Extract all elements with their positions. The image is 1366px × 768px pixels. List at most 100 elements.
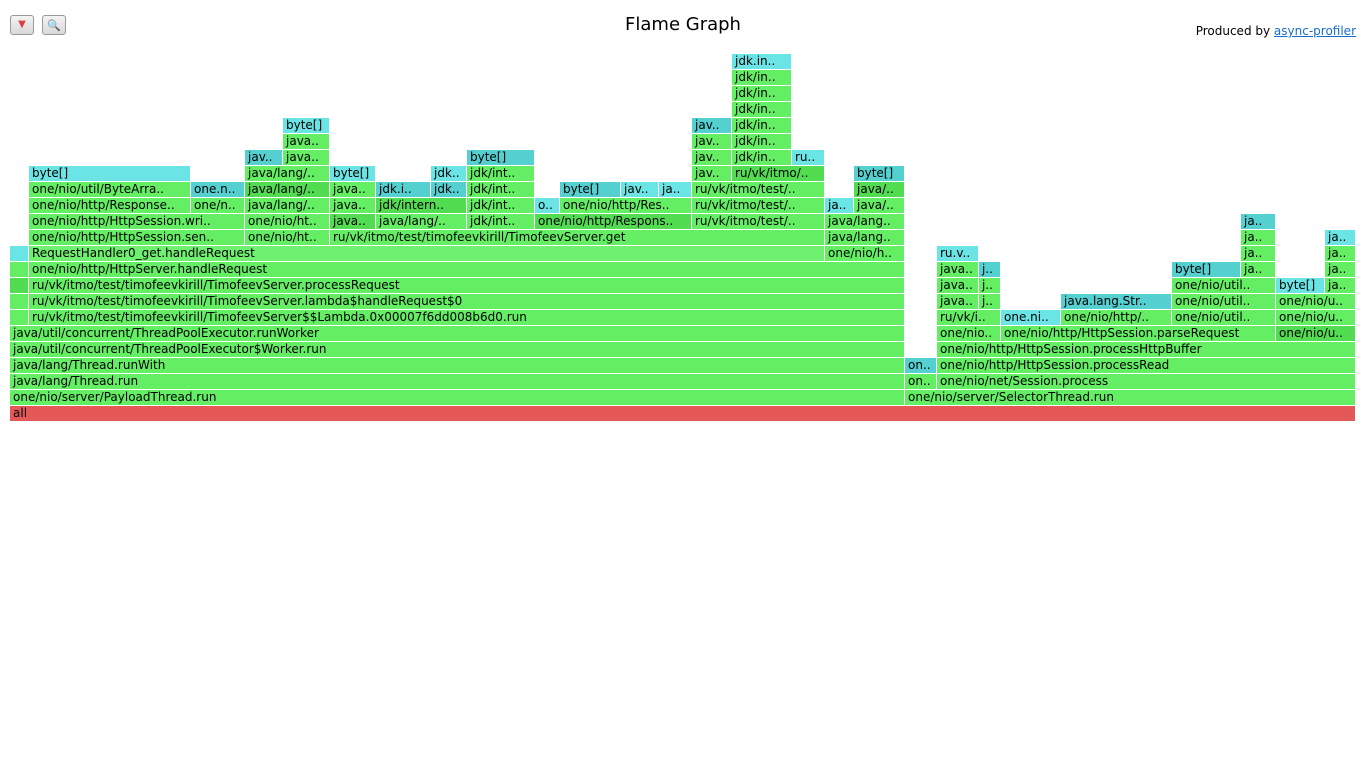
flame-frame[interactable]: on..: [905, 358, 937, 373]
flame-frame[interactable]: java/lang/..: [245, 166, 330, 181]
flame-frame[interactable]: jdk/int..: [467, 166, 535, 181]
flame-frame[interactable]: byte[]: [29, 166, 191, 181]
flame-frame[interactable]: [10, 278, 29, 293]
flame-frame[interactable]: java..: [937, 294, 979, 309]
flame-frame[interactable]: jdk/in..: [732, 102, 792, 117]
flame-frame[interactable]: one/nio/h..: [825, 246, 905, 261]
flame-frame[interactable]: java/lang/Thread.runWith: [10, 358, 905, 373]
flame-frame[interactable]: java/lang..: [825, 214, 905, 229]
flame-frame[interactable]: java..: [330, 198, 376, 213]
flame-frame[interactable]: ru/vk/itmo/test/timofeevkirill/TimofeevS…: [29, 278, 905, 293]
flame-frame[interactable]: ja..: [1325, 246, 1356, 261]
flame-frame[interactable]: [10, 294, 29, 309]
flame-frame[interactable]: ja..: [1325, 278, 1356, 293]
flame-frame[interactable]: java/lang/..: [376, 214, 467, 229]
flame-frame[interactable]: o..: [535, 198, 560, 213]
flame-frame[interactable]: java..: [330, 182, 376, 197]
flame-frame[interactable]: all: [10, 406, 1356, 421]
flame-frame[interactable]: ja..: [1325, 230, 1356, 245]
flame-frame[interactable]: one/nio/http/Res..: [560, 198, 692, 213]
flame-frame[interactable]: jdk/in..: [732, 86, 792, 101]
flame-frame[interactable]: java..: [283, 134, 330, 149]
flame-frame[interactable]: one/nio/util/ByteArra..: [29, 182, 191, 197]
flame-frame[interactable]: jav..: [692, 150, 732, 165]
flame-frame[interactable]: java..: [283, 150, 330, 165]
flame-frame[interactable]: [10, 246, 29, 261]
flame-frame[interactable]: ja..: [1241, 214, 1276, 229]
flame-frame[interactable]: one.ni..: [1001, 310, 1061, 325]
flame-frame[interactable]: jdk/in..: [732, 134, 792, 149]
flame-frame[interactable]: java/lang..: [825, 230, 905, 245]
flame-frame[interactable]: jav..: [692, 118, 732, 133]
flame-frame[interactable]: one/nio/util..: [1172, 294, 1276, 309]
flame-frame[interactable]: on..: [905, 374, 937, 389]
flame-frame[interactable]: jdk.i..: [376, 182, 431, 197]
flame-frame[interactable]: jdk/in..: [732, 70, 792, 85]
flame-frame[interactable]: byte[]: [1172, 262, 1241, 277]
flame-frame[interactable]: one/nio/http/Respons..: [535, 214, 692, 229]
flame-frame[interactable]: ja..: [1241, 246, 1276, 261]
flame-frame[interactable]: [10, 310, 29, 325]
flame-frame[interactable]: one/nio/util..: [1172, 278, 1276, 293]
flame-frame[interactable]: jav..: [692, 134, 732, 149]
flame-frame[interactable]: ru/vk/itmo/test/..: [692, 182, 825, 197]
flame-frame[interactable]: byte[]: [467, 150, 535, 165]
flame-frame[interactable]: one/nio/http/HttpSession.sen..: [29, 230, 245, 245]
flame-frame[interactable]: one/nio/http/HttpSession.wri..: [29, 214, 245, 229]
flame-frame[interactable]: jav..: [621, 182, 659, 197]
flame-frame[interactable]: java..: [330, 214, 376, 229]
flame-frame[interactable]: jav..: [245, 150, 283, 165]
flame-frame[interactable]: java/util/concurrent/ThreadPoolExecutor$…: [10, 342, 905, 357]
flame-frame[interactable]: one/nio/server/PayloadThread.run: [10, 390, 905, 405]
flame-frame[interactable]: ja..: [659, 182, 692, 197]
flame-frame[interactable]: one/nio/util..: [1172, 310, 1276, 325]
flame-frame[interactable]: ja..: [1241, 262, 1276, 277]
flame-frame[interactable]: one.n..: [191, 182, 245, 197]
flame-frame[interactable]: one/nio/http/HttpSession.processRead: [937, 358, 1356, 373]
flame-frame[interactable]: ru..: [792, 150, 825, 165]
flame-frame[interactable]: jdk..: [431, 182, 467, 197]
flame-frame[interactable]: one/nio/http/..: [1061, 310, 1172, 325]
flame-frame[interactable]: ru/vk/itmo/test/timofeevkirill/TimofeevS…: [330, 230, 825, 245]
flame-frame[interactable]: jdk/in..: [732, 118, 792, 133]
flame-frame[interactable]: one/nio/net/Session.process: [937, 374, 1356, 389]
flame-frame[interactable]: java/lang/..: [245, 182, 330, 197]
flame-frame[interactable]: jdk/int..: [467, 198, 535, 213]
flame-frame[interactable]: jdk.in..: [732, 54, 792, 69]
flame-frame[interactable]: one/nio/server/SelectorThread.run: [905, 390, 1356, 405]
flame-frame[interactable]: one/n..: [191, 198, 245, 213]
flame-frame[interactable]: j..: [979, 294, 1001, 309]
flame-frame[interactable]: one/nio/http/HttpServer.handleRequest: [29, 262, 905, 277]
reverse-button[interactable]: ▼: [10, 15, 34, 35]
flame-frame[interactable]: jdk/intern..: [376, 198, 467, 213]
flame-frame[interactable]: java/util/concurrent/ThreadPoolExecutor.…: [10, 326, 905, 341]
flame-frame[interactable]: java/lang/Thread.run: [10, 374, 905, 389]
flame-frame[interactable]: one/nio/u..: [1276, 294, 1356, 309]
flame-frame[interactable]: byte[]: [283, 118, 330, 133]
flame-frame[interactable]: jdk..: [431, 166, 467, 181]
flame-frame[interactable]: ja..: [1325, 262, 1356, 277]
flame-frame[interactable]: ru/vk/itmo/..: [732, 166, 825, 181]
flame-frame[interactable]: one/nio/http/HttpSession.processHttpBuff…: [937, 342, 1356, 357]
flame-frame[interactable]: jdk/int..: [467, 214, 535, 229]
flame-frame[interactable]: one/nio..: [937, 326, 1001, 341]
flame-frame[interactable]: ru/vk/itmo/test/timofeevkirill/TimofeevS…: [29, 294, 905, 309]
flame-frame[interactable]: one/nio/u..: [1276, 310, 1356, 325]
flame-frame[interactable]: jdk/in..: [732, 150, 792, 165]
flame-frame[interactable]: ru/vk/i..: [937, 310, 1001, 325]
flame-frame[interactable]: one/nio/http/Response..: [29, 198, 191, 213]
async-profiler-link[interactable]: async-profiler: [1273, 24, 1356, 38]
flame-frame[interactable]: one/nio/u..: [1276, 326, 1356, 341]
flame-frame[interactable]: one/nio/ht..: [245, 230, 330, 245]
flame-frame[interactable]: byte[]: [330, 166, 376, 181]
flame-frame[interactable]: ru.v..: [937, 246, 979, 261]
search-button[interactable]: 🔍: [42, 15, 66, 35]
flame-frame[interactable]: ru/vk/itmo/test/..: [692, 198, 825, 213]
flame-frame[interactable]: j..: [979, 278, 1001, 293]
flame-frame[interactable]: byte[]: [854, 166, 905, 181]
flame-frame[interactable]: java/..: [854, 182, 905, 197]
flame-frame[interactable]: java/..: [854, 198, 905, 213]
flame-frame[interactable]: byte[]: [1276, 278, 1325, 293]
flame-frame[interactable]: jav..: [692, 166, 732, 181]
flame-frame[interactable]: one/nio/ht..: [245, 214, 330, 229]
